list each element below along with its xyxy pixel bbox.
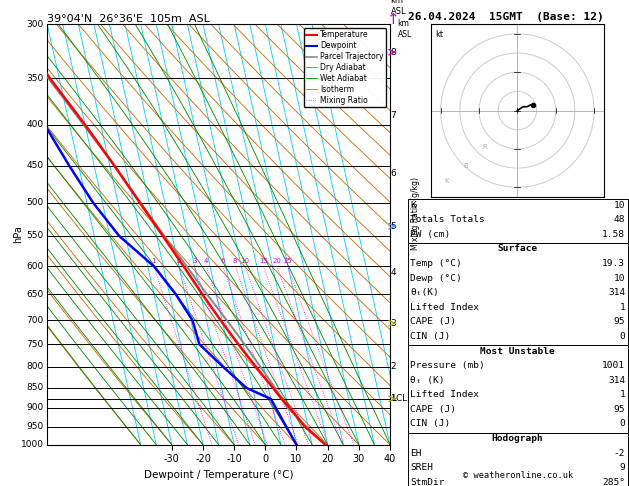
Text: CAPE (J): CAPE (J) (410, 317, 456, 327)
Text: 1: 1 (152, 258, 156, 264)
Text: EH: EH (410, 449, 421, 458)
Text: PW (cm): PW (cm) (410, 230, 450, 239)
Text: StmDir: StmDir (410, 478, 445, 486)
Text: 450: 450 (26, 161, 44, 171)
Text: K: K (445, 178, 449, 184)
Text: Dewp (°C): Dewp (°C) (410, 274, 462, 283)
Text: 8: 8 (233, 258, 238, 264)
Text: 900: 900 (26, 403, 44, 413)
Text: 19.3: 19.3 (602, 259, 625, 268)
Text: 300: 300 (26, 20, 44, 29)
Text: Most Unstable: Most Unstable (481, 347, 555, 356)
Text: 700: 700 (26, 315, 44, 325)
Text: 800: 800 (26, 362, 44, 371)
X-axis label: Dewpoint / Temperature (°C): Dewpoint / Temperature (°C) (144, 470, 293, 480)
Text: 7: 7 (391, 111, 396, 121)
Text: 4: 4 (204, 258, 208, 264)
Text: 314: 314 (608, 376, 625, 385)
Text: 850: 850 (26, 383, 44, 392)
Text: LCL: LCL (391, 394, 407, 403)
Text: SREH: SREH (410, 463, 433, 472)
Text: 550: 550 (26, 231, 44, 241)
Text: θₜ(K): θₜ(K) (410, 288, 439, 297)
Text: 2: 2 (177, 258, 181, 264)
Text: K: K (410, 201, 416, 210)
Text: 1: 1 (620, 303, 625, 312)
Text: CIN (J): CIN (J) (410, 419, 450, 429)
Text: -2: -2 (614, 449, 625, 458)
Text: 6: 6 (221, 258, 225, 264)
Text: R: R (483, 144, 487, 150)
Text: Lifted Index: Lifted Index (410, 303, 479, 312)
Text: 8: 8 (391, 48, 396, 57)
Text: B: B (464, 163, 469, 169)
Text: Surface: Surface (498, 244, 538, 254)
Text: 750: 750 (26, 340, 44, 349)
Text: 10: 10 (614, 274, 625, 283)
Text: km
ASL: km ASL (398, 19, 412, 39)
Text: CAPE (J): CAPE (J) (410, 405, 456, 414)
Text: 9: 9 (620, 463, 625, 472)
Text: 500: 500 (26, 198, 44, 207)
Text: 10: 10 (240, 258, 250, 264)
Text: 4: 4 (391, 268, 396, 277)
Text: 3: 3 (391, 319, 396, 328)
Text: 2: 2 (391, 362, 396, 371)
Text: 400: 400 (26, 120, 44, 129)
Text: θₜ (K): θₜ (K) (410, 376, 445, 385)
Text: CIN (J): CIN (J) (410, 332, 450, 341)
Text: 650: 650 (26, 290, 44, 299)
Text: 1001: 1001 (602, 361, 625, 370)
Text: 1: 1 (391, 394, 396, 403)
Text: ↑: ↑ (387, 12, 399, 27)
Legend: Temperature, Dewpoint, Parcel Trajectory, Dry Adiabat, Wet Adiabat, Isotherm, Mi: Temperature, Dewpoint, Parcel Trajectory… (304, 28, 386, 107)
Text: 95: 95 (614, 405, 625, 414)
Text: 0: 0 (620, 332, 625, 341)
Text: 1.58: 1.58 (602, 230, 625, 239)
Text: 39°04'N  26°36'E  105m  ASL: 39°04'N 26°36'E 105m ASL (47, 14, 210, 23)
Text: 20: 20 (272, 258, 281, 264)
Text: 600: 600 (26, 262, 44, 271)
Text: Lifted Index: Lifted Index (410, 390, 479, 399)
Text: 6: 6 (391, 169, 396, 178)
Text: 15: 15 (259, 258, 268, 264)
Text: 95: 95 (614, 317, 625, 327)
Text: 285°: 285° (602, 478, 625, 486)
Text: © weatheronline.co.uk: © weatheronline.co.uk (462, 471, 573, 480)
Text: 0: 0 (620, 419, 625, 429)
Text: Temp (°C): Temp (°C) (410, 259, 462, 268)
Text: Pressure (mb): Pressure (mb) (410, 361, 485, 370)
Text: 25: 25 (283, 258, 292, 264)
Text: 3: 3 (192, 258, 197, 264)
Text: Mixing Ratio (g/kg): Mixing Ratio (g/kg) (411, 177, 420, 250)
Text: 48: 48 (614, 215, 625, 225)
Text: 950: 950 (26, 422, 44, 431)
Text: 1000: 1000 (21, 440, 44, 449)
Text: 5: 5 (391, 222, 396, 231)
Text: km
ASL: km ASL (391, 0, 406, 16)
Text: Totals Totals: Totals Totals (410, 215, 485, 225)
Text: 1: 1 (620, 390, 625, 399)
Text: 314: 314 (608, 288, 625, 297)
Text: 10: 10 (614, 201, 625, 210)
Text: kt: kt (435, 30, 443, 39)
Text: 26.04.2024  15GMT  (Base: 12): 26.04.2024 15GMT (Base: 12) (408, 12, 603, 22)
Text: hPa: hPa (13, 226, 23, 243)
Text: 350: 350 (26, 73, 44, 83)
Text: Hodograph: Hodograph (492, 434, 543, 443)
